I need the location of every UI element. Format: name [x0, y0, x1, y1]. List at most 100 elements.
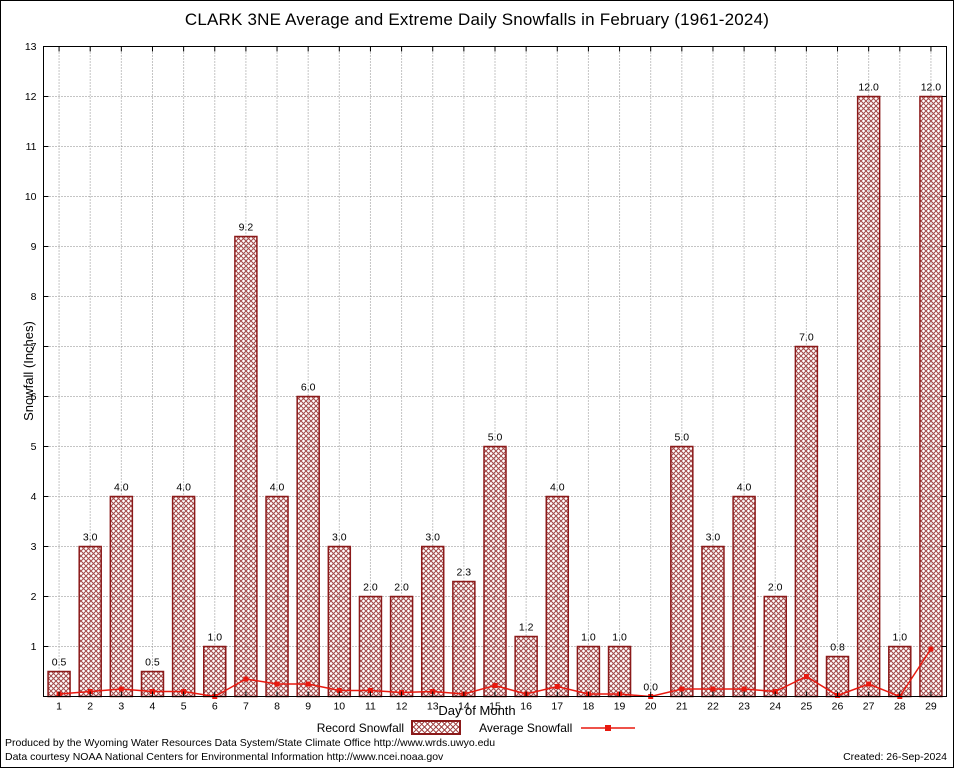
record-bar-day-14: [452, 580, 476, 698]
record-bar-day-19: [607, 645, 632, 698]
record-snowfall-swatch: [411, 720, 462, 735]
average-point-day-7: [243, 676, 249, 682]
average-point-day-15: [492, 683, 498, 688]
x-tick-label: 11: [365, 701, 376, 713]
record-bar-day-28: [888, 645, 912, 698]
record-bar-day-23: [732, 495, 756, 698]
bar-value-label: 0.8: [830, 642, 845, 654]
average-point-day-29: [928, 646, 934, 652]
x-tick-label: 15: [489, 701, 501, 713]
record-bar-day-9: [296, 395, 320, 698]
y-tick-label: 9: [31, 241, 37, 253]
average-point-day-11: [367, 688, 373, 693]
x-tick-label: 10: [333, 701, 345, 713]
y-tick-label: 4: [31, 491, 37, 503]
y-tick-label: 13: [25, 41, 37, 53]
record-bar-day-5: [171, 495, 196, 698]
record-bar-day-3: [109, 495, 134, 698]
average-point-day-25: [803, 674, 809, 679]
x-tick-label: 4: [150, 701, 156, 713]
y-tick-label: 2: [31, 591, 37, 603]
x-tick-label: 22: [707, 701, 719, 713]
bar-value-label: 1.2: [519, 622, 534, 634]
bar-value-label: 2.3: [457, 567, 472, 579]
x-tick-labels: 1 2 3 4 5 6 7 8 9 10 11 12 13 14 15 16 17 18 19 20 21 22 23 24 2…: [56, 701, 937, 713]
bar-value-label: 12.0: [858, 82, 879, 94]
record-bar-day-18: [576, 645, 601, 698]
bar-value-label: 5.0: [675, 432, 690, 444]
x-tick-label: 2: [87, 701, 93, 713]
average-point-day-27: [866, 681, 872, 687]
bar-value-label: 0.5: [52, 657, 67, 669]
record-bar-day-2: [78, 545, 102, 698]
record-bar-day-22: [701, 545, 725, 698]
average-point-day-10: [336, 688, 342, 693]
bar-value-label: 6.0: [301, 382, 316, 394]
record-bar-day-13: [420, 545, 445, 698]
average-point-day-9: [305, 681, 311, 687]
x-tick-label: 8: [274, 701, 280, 713]
y-tick-label: 1: [31, 641, 37, 653]
x-tick-label: 18: [583, 701, 595, 713]
bar-value-label: 3.0: [425, 532, 440, 544]
x-tick-label: 6: [212, 701, 218, 713]
record-bar-day-17: [545, 495, 570, 698]
chart-title: CLARK 3NE Average and Extreme Daily Snow…: [184, 10, 770, 29]
average-line-sample-icon: [581, 724, 636, 731]
average-point-day-3: [118, 686, 124, 692]
created-date: Created: 26-Sep-2024: [843, 751, 947, 763]
x-tick-label: 16: [520, 701, 532, 713]
y-tick-label: 8: [31, 291, 37, 303]
bar-value-label: 7.0: [799, 332, 814, 344]
y-tick-label: 3: [31, 541, 37, 553]
record-bar-day-8: [265, 495, 289, 698]
bar-value-label: 4.0: [550, 482, 565, 494]
legend-item-average: Average Snowfall: [479, 721, 637, 735]
record-bar-day-6: [203, 645, 227, 698]
bar-value-label: 0.5: [145, 657, 160, 669]
legend-item-record: Record Snowfall: [317, 720, 462, 735]
bar-value-label: 3.0: [83, 532, 98, 544]
average-point-day-23: [741, 686, 747, 692]
y-tick-label: 10: [25, 191, 37, 203]
bar-value-label: 5.0: [488, 432, 503, 444]
x-tick-label: 23: [738, 701, 750, 713]
bar-value-label: 4.0: [176, 482, 191, 494]
x-tick-label: 3: [118, 701, 124, 713]
x-tick-label: 17: [551, 701, 563, 713]
x-tick-label: 27: [863, 701, 875, 713]
footer-courtesy-line: Data courtesy NOAA National Centers for …: [5, 751, 444, 763]
y-tick-label: 7: [31, 341, 37, 353]
gridlines: [43, 46, 947, 697]
bar-value-label: 12.0: [921, 82, 942, 94]
average-point-day-17: [554, 684, 560, 689]
bar-value-label: 3.0: [332, 532, 347, 544]
bar-value-label: 4.0: [114, 482, 129, 494]
bar-value-label: 1.0: [207, 632, 222, 644]
average-point-day-21: [679, 686, 685, 692]
record-bar-day-24: [763, 595, 787, 698]
bar-value-label: 2.0: [363, 582, 378, 594]
x-tick-label: 13: [427, 701, 439, 713]
bar-value-label: 3.0: [706, 532, 721, 544]
x-tick-label: 9: [305, 701, 311, 713]
bar-value-label: 0.0: [643, 682, 658, 694]
x-tick-label: 26: [832, 701, 844, 713]
record-bar-day-27: [856, 95, 881, 698]
footer-producer-line: Produced by the Wyoming Water Resources …: [5, 737, 496, 749]
x-tick-label: 20: [645, 701, 657, 713]
record-bar-day-21: [670, 445, 694, 698]
x-tick-label: 24: [769, 701, 781, 713]
x-tick-label: 29: [925, 701, 937, 713]
bar-value-label: 9.2: [239, 222, 254, 234]
record-bar-day-10: [327, 545, 352, 698]
bar-value-label: 1.0: [581, 632, 596, 644]
record-bar-day-29: [919, 95, 943, 698]
x-tick-label: 7: [243, 701, 249, 713]
record-bar-day-7: [234, 235, 258, 698]
axis-ticks: [43, 46, 947, 697]
y-tick-label: 11: [26, 141, 37, 153]
